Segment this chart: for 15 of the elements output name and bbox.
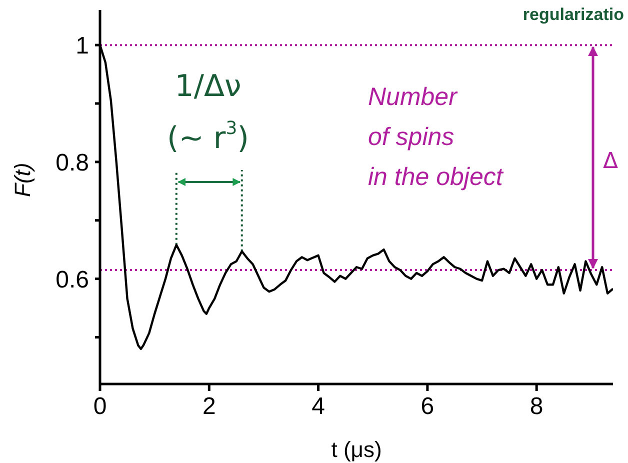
y-axis-title: F(t): [10, 162, 35, 197]
y-tick-label: 1: [76, 32, 89, 60]
y-tick-label: 0.8: [56, 149, 89, 176]
annotation: Number of spins in the object: [368, 83, 504, 191]
x-tick-label: 8: [530, 393, 544, 420]
x-tick-label: 0: [93, 393, 107, 420]
x-tick-label: 2: [202, 393, 216, 420]
y-tick-label: 0.6: [56, 266, 89, 294]
annotation: (~ r$^{3}$): [167, 118, 249, 156]
annotation: Δ: [603, 149, 618, 174]
x-axis-title: t (μs): [331, 437, 382, 462]
x-tick-label: 6: [420, 393, 434, 420]
annotation: regularizatio: [522, 5, 624, 24]
x-tick-label: 4: [312, 393, 325, 420]
annotation: 1/Δν: [174, 69, 242, 104]
